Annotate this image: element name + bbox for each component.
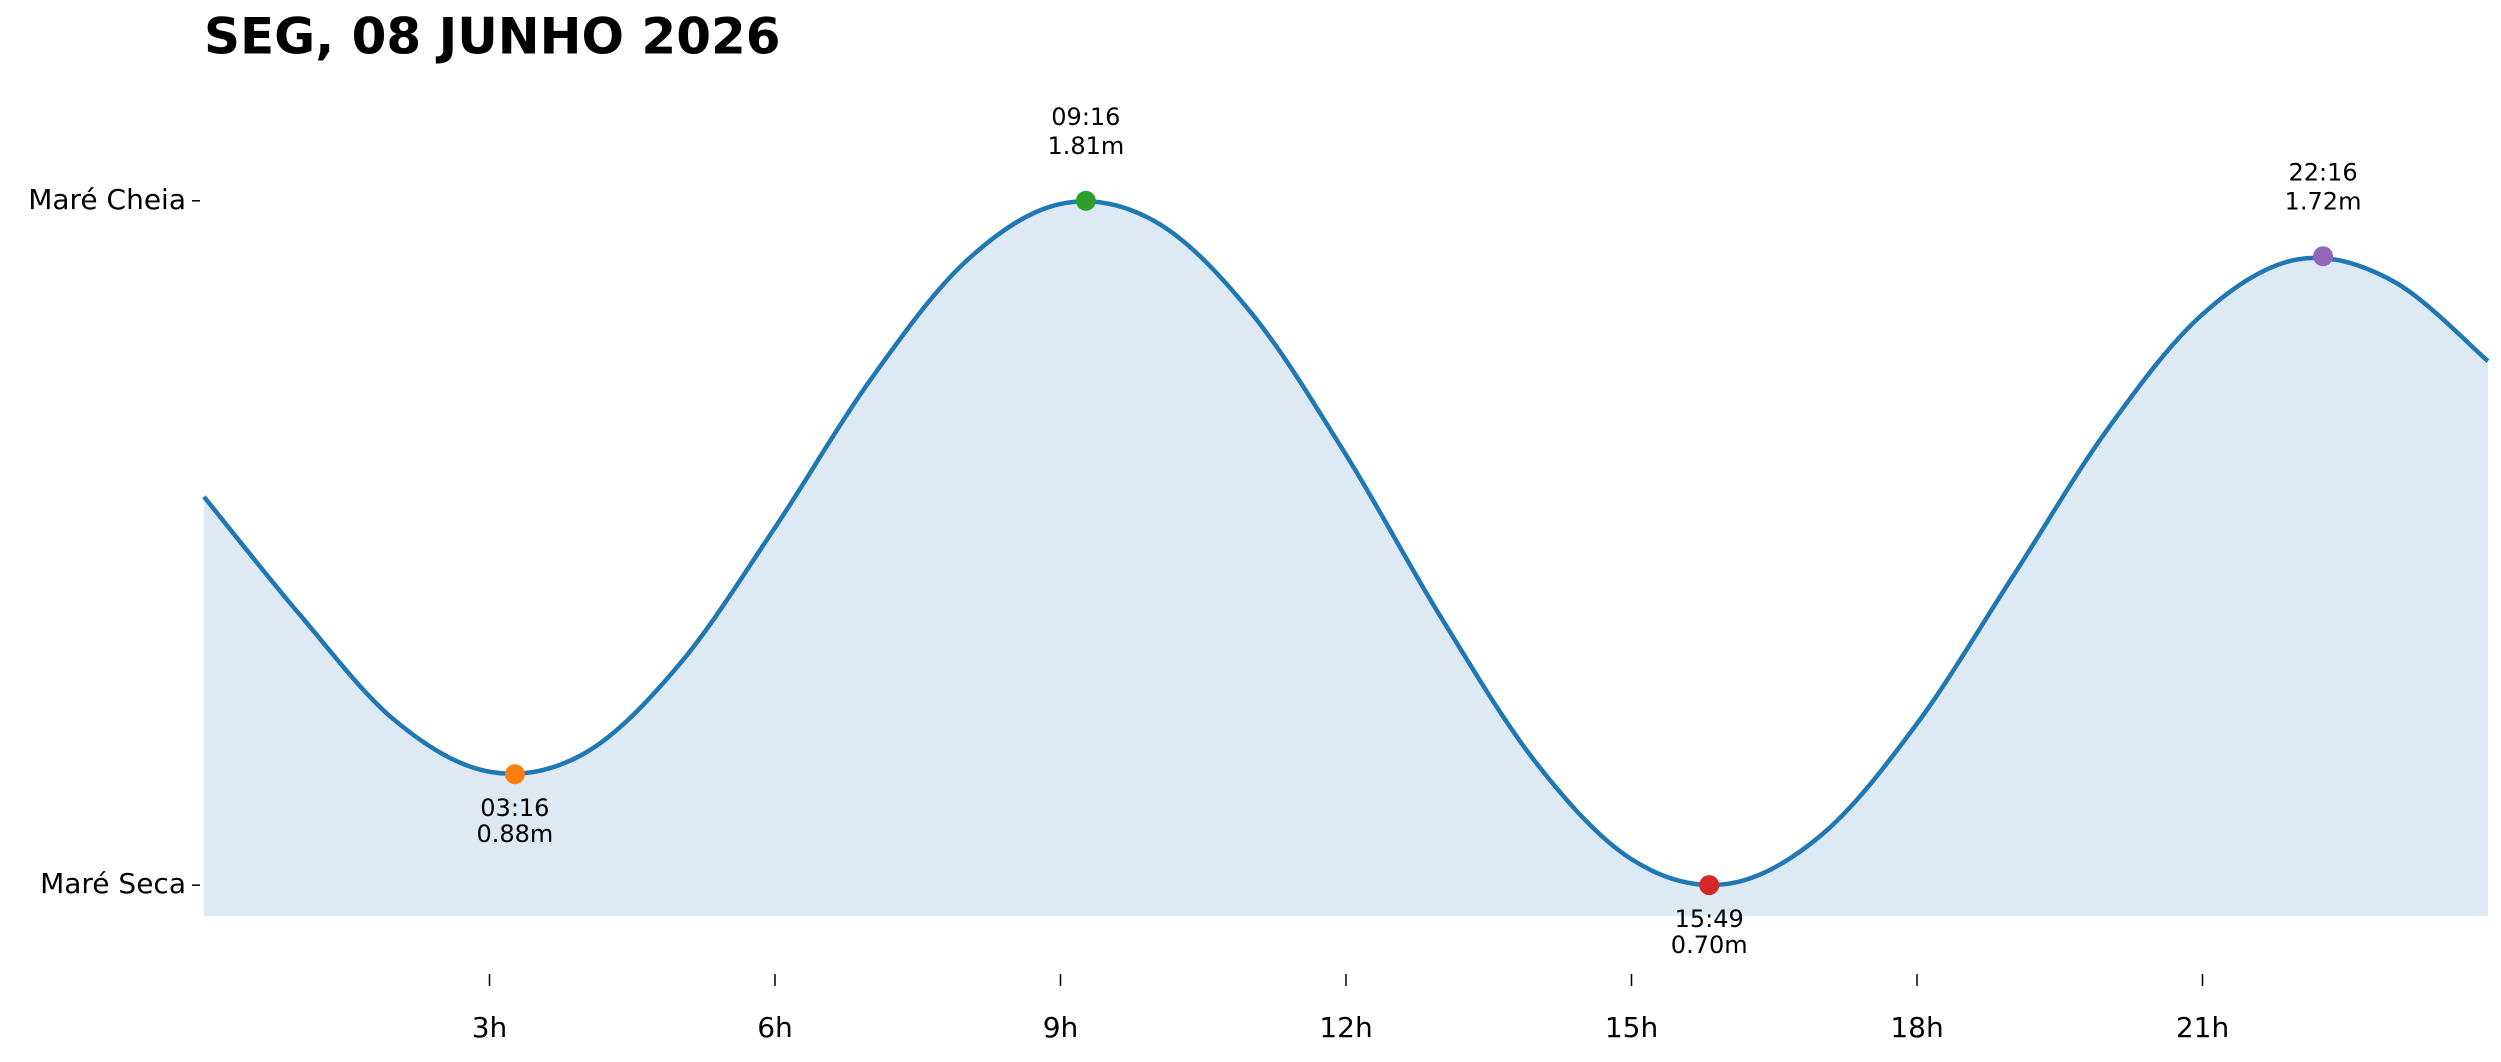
extreme-time: 15:49 <box>1675 905 1744 933</box>
extreme-point <box>2313 246 2334 267</box>
x-tick-label: 12h <box>1319 1011 1372 1044</box>
x-tick-label: 9h <box>1043 1011 1079 1044</box>
tide-line <box>202 199 2490 888</box>
extreme-value: 1.81m <box>1047 132 1124 160</box>
extreme-value: 1.72m <box>2285 187 2362 215</box>
x-tick-label: 3h <box>472 1011 508 1044</box>
extreme-point <box>1699 875 1720 896</box>
chart-title: SEG, 08 JUNHO 2026 <box>204 8 781 66</box>
y-tick-label: Maré Seca <box>40 867 186 900</box>
extreme-value: 0.70m <box>1671 931 1748 959</box>
x-tick-label: 15h <box>1605 1011 1658 1044</box>
extreme-time: 09:16 <box>1051 103 1120 131</box>
y-tick-label: Maré Cheia <box>28 183 186 216</box>
x-tick-label: 18h <box>1890 1011 1943 1044</box>
extreme-time: 22:16 <box>2288 158 2357 186</box>
extreme-time: 03:16 <box>480 794 549 822</box>
extreme-point <box>504 764 525 785</box>
x-tick-label: 6h <box>757 1011 793 1044</box>
area <box>204 201 2488 917</box>
x-tick-label: 21h <box>2176 1011 2229 1044</box>
extreme-value: 0.88m <box>476 820 553 848</box>
extreme-point <box>1075 190 1096 211</box>
